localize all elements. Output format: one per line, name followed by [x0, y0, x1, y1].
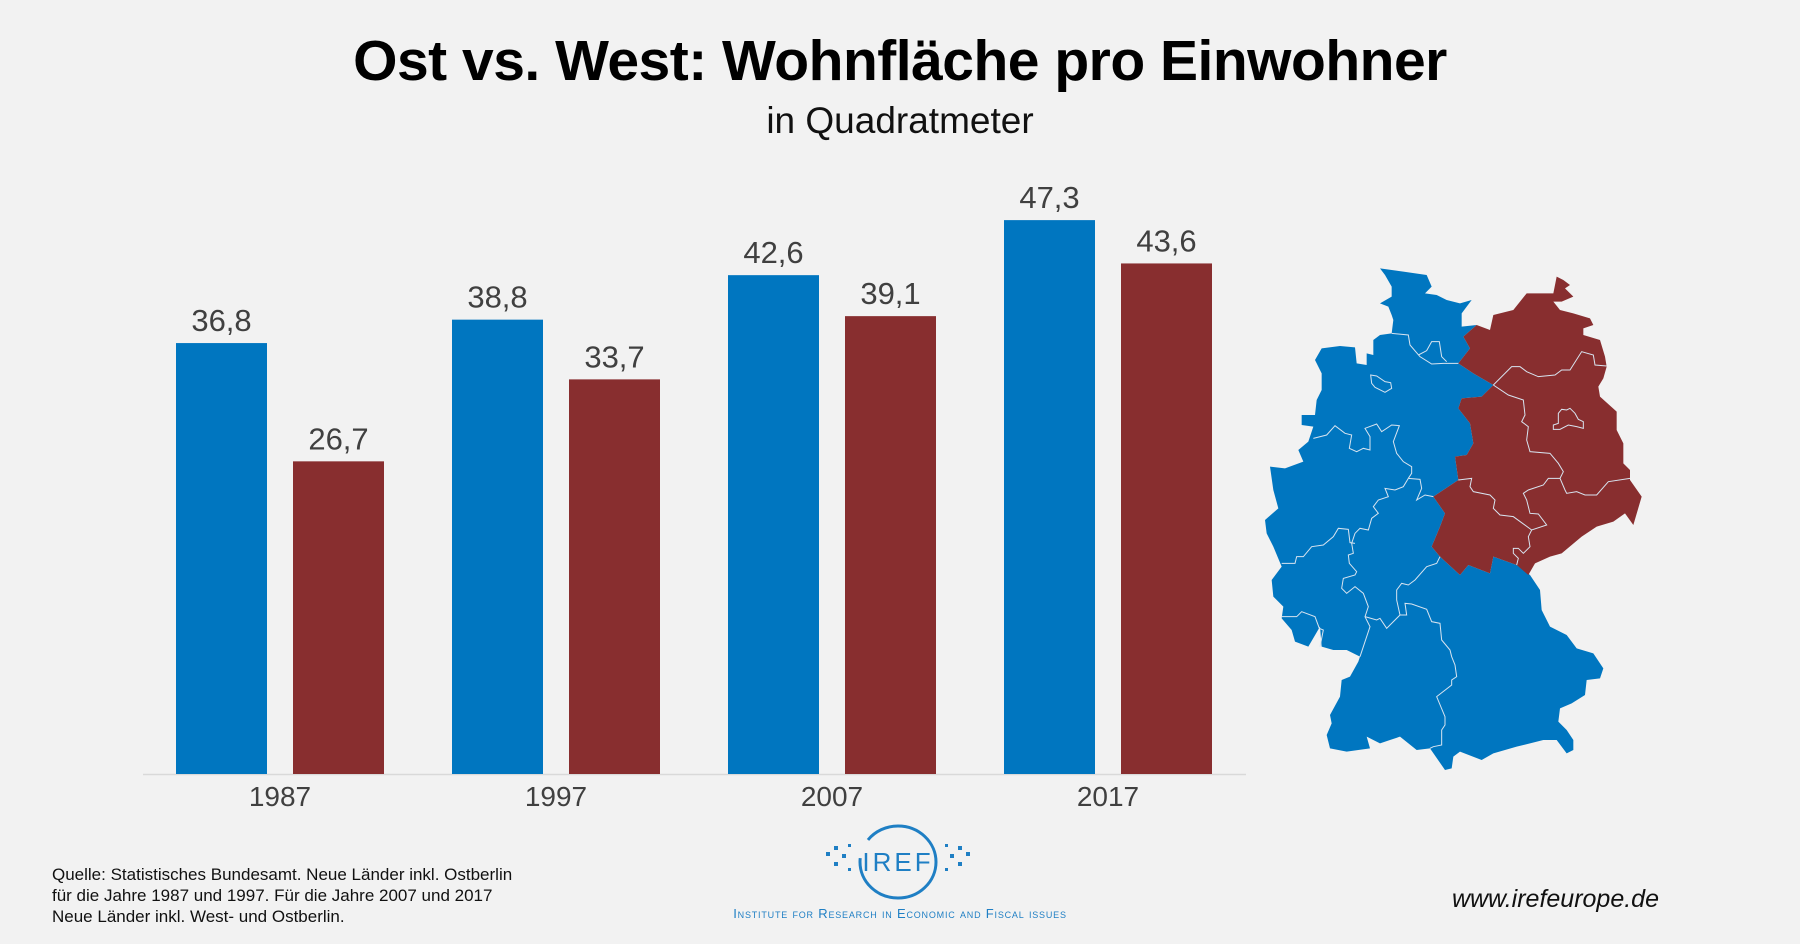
x-tick-label: 1987: [249, 781, 311, 812]
bar-1987-west: [176, 343, 267, 774]
germany-map-legend: [1265, 268, 1642, 770]
source-line: Quelle: Statistisches Bundesamt. Neue Lä…: [52, 865, 513, 884]
website-link[interactable]: www.irefeurope.de: [1451, 885, 1659, 913]
x-tick-label: 2017: [1077, 781, 1139, 812]
data-label: 26,7: [308, 421, 368, 456]
bar-1997-east: [569, 379, 660, 774]
data-label: 43,6: [1136, 223, 1196, 258]
iref-logo: IREF: [826, 824, 970, 900]
chart-title: Ost vs. West: Wohnfläche pro Einwohner: [353, 29, 1447, 93]
map-state-borders: [1281, 332, 1631, 749]
bar-2017-east: [1121, 263, 1212, 774]
chart-subtitle: in Quadratmeter: [766, 100, 1034, 141]
data-label: 36,8: [191, 303, 251, 338]
bar-2017-west: [1004, 220, 1095, 774]
source-note: Quelle: Statistisches Bundesamt. Neue Lä…: [52, 864, 512, 927]
bar-chart: 36,8 26,7 1987 38,8 33,7 1997 42,6 39,1 2007 47,3…: [143, 180, 1246, 812]
bar-1997-west: [452, 319, 543, 774]
map-west-germany: [1265, 268, 1604, 770]
x-tick-label: 1997: [525, 781, 587, 812]
map-east-germany: [1431, 276, 1642, 575]
data-label: 39,1: [860, 276, 920, 311]
bar-2007-west: [728, 275, 819, 774]
data-label: 47,3: [1019, 180, 1079, 215]
data-label: 42,6: [743, 235, 803, 270]
data-label: 33,7: [584, 339, 644, 374]
logo-subtitle: Institute for Research in Economic and F…: [733, 906, 1067, 921]
x-tick-label: 2007: [801, 781, 863, 812]
bar-1987-east: [293, 461, 384, 774]
bar-2007-east: [845, 316, 936, 774]
data-label: 38,8: [467, 280, 527, 315]
source-line: Neue Länder inkl. West- und Ostberlin.: [52, 907, 345, 926]
logo-text: IREF: [862, 847, 933, 877]
source-line: für die Jahre 1987 und 1997. Für die Jah…: [52, 886, 493, 905]
